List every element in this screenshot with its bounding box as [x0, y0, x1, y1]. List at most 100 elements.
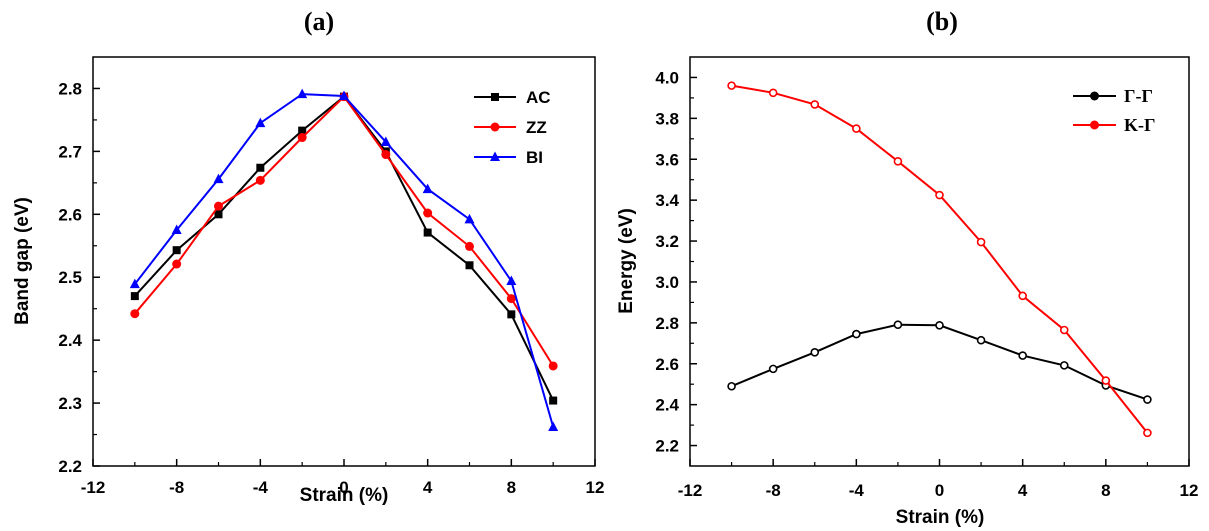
data-point	[171, 224, 182, 235]
y-tick-label: 2.3	[58, 394, 82, 413]
data-point	[465, 261, 474, 270]
y-tick-label: 3.6	[655, 150, 679, 169]
y-tick-label: 2.4	[655, 396, 679, 415]
legend-marker	[490, 122, 500, 132]
legend-marker	[1090, 91, 1099, 101]
data-point	[935, 190, 944, 200]
y-tick-label: 3.4	[655, 191, 679, 210]
series-a-1	[130, 92, 558, 371]
y-axis-title-a: Band gap (eV)	[12, 197, 33, 325]
legend-label: BI	[526, 148, 543, 167]
data-point	[464, 213, 475, 224]
data-point	[506, 275, 517, 286]
data-point	[1018, 291, 1027, 301]
data-point	[1101, 376, 1111, 385]
y-tick-label: 2.5	[58, 268, 82, 287]
series-line	[134, 93, 555, 428]
data-point	[422, 183, 433, 194]
data-point	[339, 90, 349, 101]
y-tick-label: 2.6	[655, 355, 679, 374]
data-point	[548, 361, 558, 371]
data-point	[852, 329, 861, 339]
data-point	[976, 237, 986, 247]
data-point	[1018, 351, 1027, 360]
series-b-0	[727, 320, 1152, 404]
data-point	[507, 310, 516, 319]
legend-label: AC	[526, 88, 551, 107]
data-point	[423, 208, 433, 218]
series-group-b	[727, 81, 1152, 438]
data-point	[214, 210, 223, 219]
x-tick-label: 4	[423, 478, 433, 497]
x-tick-label: 12	[586, 478, 605, 497]
data-point	[172, 246, 181, 255]
x-axis-title-b: Strain (%)	[896, 507, 985, 528]
data-point	[976, 335, 986, 345]
x-tick-label: -12	[81, 478, 106, 497]
legend-marker	[1090, 120, 1099, 130]
data-point	[1059, 361, 1069, 370]
x-tick-label: 0	[935, 481, 944, 500]
data-point	[297, 133, 307, 143]
y-tick-label: 2.6	[58, 205, 82, 224]
x-axis-title-a: Strain (%)	[300, 485, 389, 506]
data-point	[255, 175, 265, 185]
data-point	[297, 88, 308, 99]
y-tick-label: 3.8	[655, 109, 679, 128]
y-tick-label: 4.0	[655, 68, 679, 87]
x-ticks-b: -12 -8 -4 0 4 8 12	[678, 459, 1199, 500]
y-tick-label: 2.7	[58, 142, 82, 161]
series-a-2	[129, 88, 559, 431]
legend-marker	[491, 93, 499, 101]
data-point	[768, 88, 778, 98]
x-tick-label: 8	[507, 478, 516, 497]
data-point	[423, 228, 432, 237]
panel-label-b: (b)	[926, 7, 958, 36]
series-group-a	[129, 88, 559, 431]
data-point	[810, 100, 820, 109]
x-tick-label: -8	[766, 481, 781, 500]
y-axis-title-b: Energy (eV)	[616, 208, 637, 314]
data-point	[852, 124, 861, 133]
y-tick-label: 2.2	[655, 437, 679, 456]
data-point	[549, 396, 558, 405]
x-tick-label: 0	[339, 478, 348, 497]
data-point	[381, 150, 391, 160]
panel-label-a: (a)	[304, 7, 334, 36]
legend-a: AC ZZ BI	[474, 88, 551, 167]
legend-label: Γ-Γ	[1124, 86, 1153, 106]
y-tick-label: 3.0	[655, 273, 679, 292]
y-tick-label: 2.8	[655, 314, 679, 333]
x-tick-label: -8	[169, 478, 184, 497]
data-point	[893, 156, 903, 166]
data-point	[213, 173, 224, 184]
chart-panel-b: (b) -12 -8 -4 0 4 8 12 2.2 2.4 2.6 2.8 3.0 3.2 3.4 3.…	[616, 7, 1198, 528]
legend-b: Γ-Γ K-Γ	[1073, 86, 1155, 135]
series-b-1	[727, 81, 1152, 438]
y-tick-label: 3.2	[655, 232, 679, 251]
data-point	[1059, 325, 1069, 335]
y-tick-label: 2.2	[58, 457, 82, 476]
legend-marker	[490, 151, 500, 161]
data-point	[256, 163, 265, 172]
data-point	[935, 321, 944, 330]
chart-panel-a: (a) -12 -8 -4 0 4 8 12 2.2 2.3 2.4 2.5 2.6 2.7 2.8 A…	[12, 7, 604, 506]
x-tick-label: 12	[1180, 481, 1199, 500]
data-point	[172, 259, 182, 269]
data-point	[465, 241, 474, 251]
x-tick-label: -4	[849, 481, 865, 500]
data-point	[380, 136, 391, 146]
plot-frame-b	[689, 56, 1190, 467]
legend-label: ZZ	[526, 118, 547, 137]
data-point	[1143, 395, 1152, 404]
plot-frame-a	[92, 56, 596, 467]
data-point	[548, 421, 559, 431]
data-point	[768, 364, 778, 374]
data-point	[727, 81, 736, 90]
series-line	[731, 84, 1149, 434]
data-point	[130, 309, 140, 319]
x-tick-label: -12	[678, 481, 703, 500]
x-ticks-a: -12 -8 -4 0 4 8 12	[81, 459, 605, 497]
data-point	[727, 381, 736, 391]
